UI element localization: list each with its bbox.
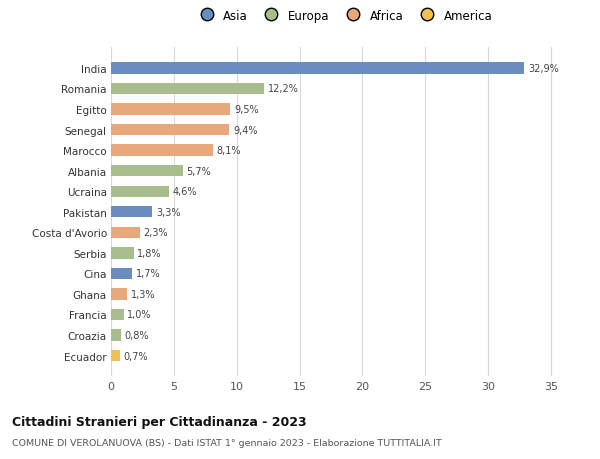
Bar <box>111 104 230 115</box>
Text: 3,3%: 3,3% <box>156 207 181 217</box>
Text: 8,1%: 8,1% <box>217 146 241 156</box>
Bar <box>111 309 124 320</box>
Bar <box>111 350 120 362</box>
Text: 0,8%: 0,8% <box>125 330 149 340</box>
Text: 2,3%: 2,3% <box>143 228 169 238</box>
Text: 4,6%: 4,6% <box>173 187 197 197</box>
Bar <box>111 268 133 280</box>
Bar <box>111 125 229 136</box>
Bar <box>111 330 121 341</box>
Text: 1,8%: 1,8% <box>137 248 162 258</box>
Text: 1,7%: 1,7% <box>136 269 161 279</box>
Bar <box>111 207 152 218</box>
Bar <box>111 186 169 197</box>
Text: 9,5%: 9,5% <box>234 105 259 115</box>
Bar <box>111 63 524 74</box>
Text: COMUNE DI VEROLANUOVA (BS) - Dati ISTAT 1° gennaio 2023 - Elaborazione TUTTITALI: COMUNE DI VEROLANUOVA (BS) - Dati ISTAT … <box>12 438 442 448</box>
Text: 0,7%: 0,7% <box>124 351 148 361</box>
Text: 32,9%: 32,9% <box>528 64 559 74</box>
Text: 5,7%: 5,7% <box>187 166 211 176</box>
Text: 9,4%: 9,4% <box>233 125 257 135</box>
Text: 1,3%: 1,3% <box>131 289 155 299</box>
Bar <box>111 145 213 157</box>
Bar <box>111 289 127 300</box>
Text: 1,0%: 1,0% <box>127 310 152 320</box>
Bar <box>111 227 140 238</box>
Legend: Asia, Europa, Africa, America: Asia, Europa, Africa, America <box>190 5 497 27</box>
Bar <box>111 166 182 177</box>
Bar <box>111 248 134 259</box>
Text: Cittadini Stranieri per Cittadinanza - 2023: Cittadini Stranieri per Cittadinanza - 2… <box>12 415 307 428</box>
Bar <box>111 84 265 95</box>
Text: 12,2%: 12,2% <box>268 84 299 94</box>
